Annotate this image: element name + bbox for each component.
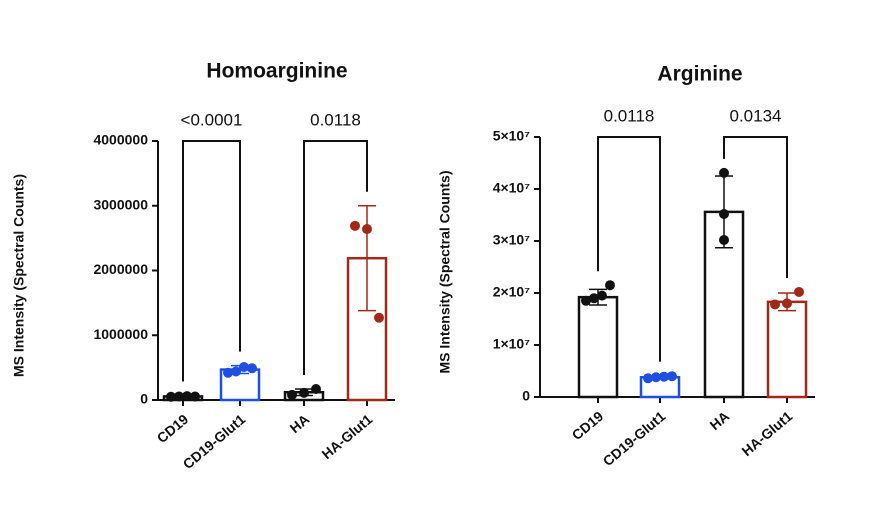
bar [577, 295, 619, 399]
data-point [782, 298, 792, 309]
chart-title: Homoarginine [206, 60, 347, 83]
data-point [597, 290, 607, 301]
significance-bracket [723, 136, 788, 278]
chart-title: Arginine [657, 63, 742, 86]
data-point [719, 167, 729, 178]
y-tick-label: 3000000 [93, 196, 148, 212]
x-tick-label: CD19-Glut1 [180, 411, 249, 472]
x-tick-label: HA-Glut1 [739, 408, 796, 459]
data-point [374, 312, 384, 323]
p-value: 0.0118 [310, 110, 361, 129]
x-tick-label: CD19 [154, 411, 192, 446]
data-point [794, 286, 804, 297]
data-point [581, 295, 591, 306]
data-point [589, 293, 599, 304]
y-tick-label: 0 [522, 388, 530, 404]
data-point [239, 361, 249, 372]
p-value: 0.0118 [604, 106, 655, 125]
data-point [362, 224, 372, 235]
y-tick-label: 2×10⁷ [493, 284, 531, 300]
x-tick-label: CD19 [569, 408, 607, 443]
data-point [719, 208, 729, 219]
y-tick-label: 4×10⁷ [493, 180, 531, 196]
y-tick-label: 1×10⁷ [493, 336, 531, 352]
data-point [311, 383, 321, 394]
data-point [667, 371, 677, 382]
data-point [350, 220, 360, 231]
significance-bracket [182, 140, 241, 382]
y-tick-label: 1000000 [93, 326, 148, 342]
data-point [174, 391, 184, 402]
error-bar [358, 205, 376, 312]
x-tick-label: CD19-Glut1 [600, 408, 669, 469]
data-point [190, 391, 200, 402]
data-point [231, 366, 241, 377]
x-tick-label: HA [707, 408, 733, 433]
y-tick-label: 2000000 [93, 261, 148, 277]
data-point [223, 367, 233, 378]
x-tick-label: HA [287, 411, 313, 436]
data-point [287, 389, 297, 400]
data-point [719, 234, 729, 245]
data-point [166, 391, 176, 402]
bar [766, 300, 808, 399]
y-axis-label: MS Intensity (Spectral Counts) [437, 170, 453, 373]
data-point [247, 363, 257, 374]
data-point [651, 372, 661, 383]
significance-bracket [597, 136, 661, 362]
y-tick-label: 4000000 [93, 132, 148, 148]
y-tick-label: 5×10⁷ [493, 128, 531, 144]
data-point [659, 371, 669, 382]
x-tick-label: HA-Glut1 [319, 411, 376, 462]
data-point [182, 391, 192, 402]
data-point [605, 280, 615, 291]
significance-bracket [303, 140, 368, 375]
data-point [643, 373, 653, 384]
data-point [299, 387, 309, 398]
data-point [770, 299, 780, 310]
y-axis-label: MS Intensity (Spectral Counts) [11, 174, 27, 377]
p-value: 0.0134 [730, 106, 782, 125]
y-tick-label: 3×10⁷ [493, 232, 531, 248]
p-value: <0.0001 [181, 110, 243, 129]
y-tick-label: 0 [140, 391, 148, 407]
